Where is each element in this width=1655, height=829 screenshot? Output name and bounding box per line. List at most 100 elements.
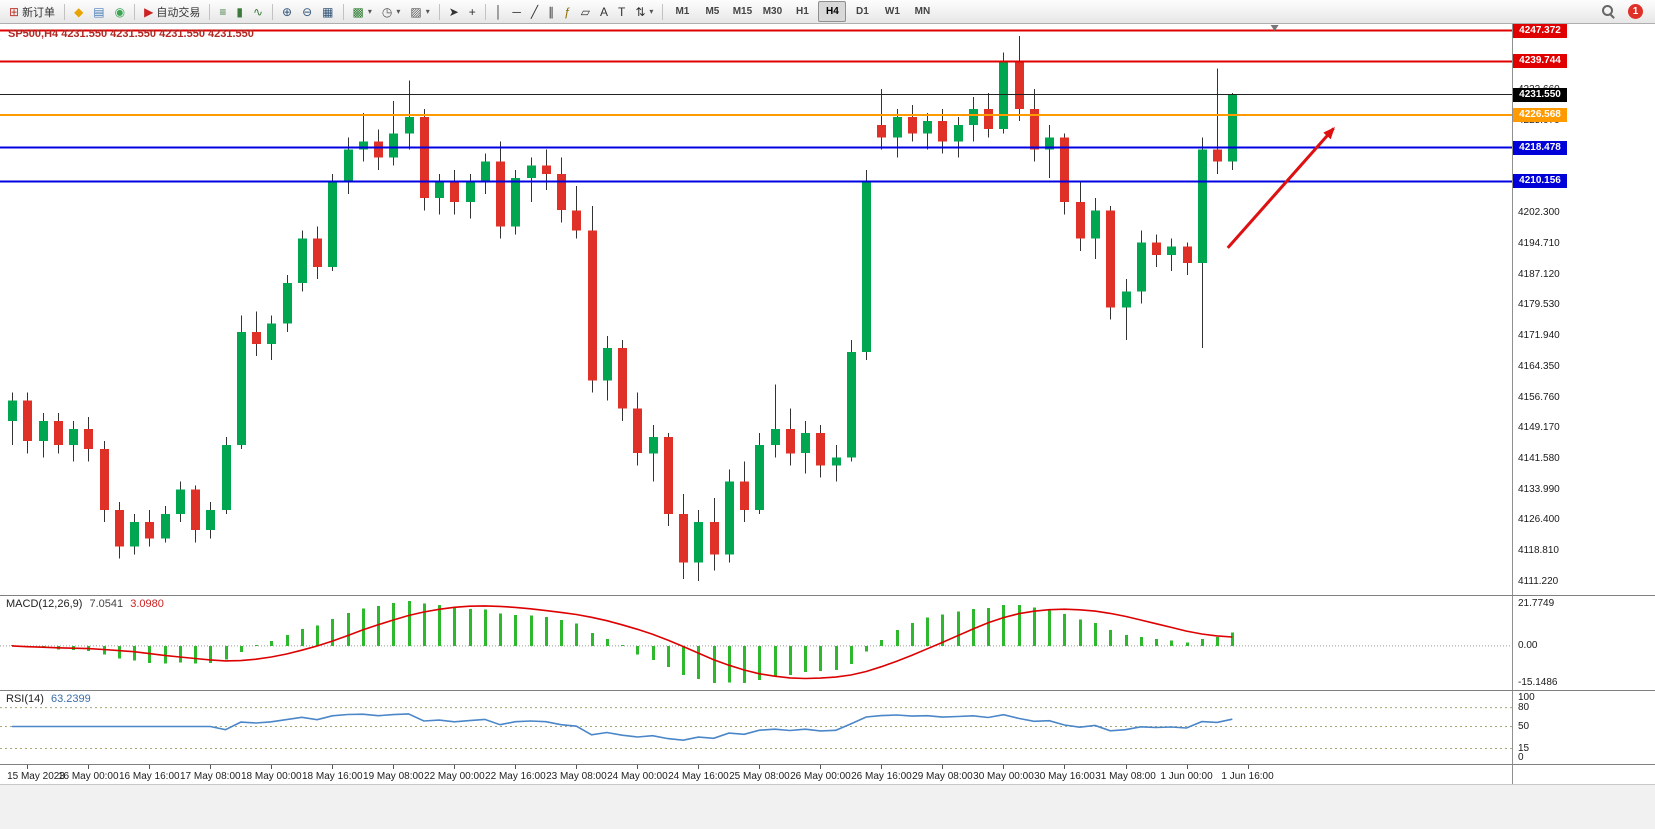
time-axis-label: 16 May 16:00 [118, 771, 180, 782]
vertical-line-button[interactable]: │ [491, 1, 507, 22]
toolbar-separator [209, 3, 211, 20]
tile-windows-button-icon: ▦ [322, 4, 334, 19]
price-scale-label: 4194.710 [1518, 237, 1560, 249]
notifications-badge[interactable]: 1 [1628, 4, 1643, 19]
equidistant-channel-button[interactable]: ∥ [544, 1, 558, 22]
line-chart-button[interactable]: ∿ [249, 1, 267, 22]
horizontal-level-lines[interactable] [0, 29, 1512, 183]
bar-chart-button[interactable]: ≡ [215, 1, 230, 22]
rsi-scale-label: 0 [1518, 752, 1524, 763]
chart-shift-marker[interactable] [1270, 25, 1279, 31]
periods-dropdown-caret-icon: ▾ [396, 7, 401, 16]
trend-arrow-annotation[interactable] [1226, 126, 1335, 249]
new-order-button[interactable]: ⊞ 新订单 [5, 1, 59, 22]
autotrading-button[interactable]: ▶ 自动交易 [140, 1, 204, 22]
rsi-name: RSI(14) [6, 693, 44, 705]
fibonacci-button-icon: ƒ [564, 4, 571, 19]
timeframe-button-h1[interactable]: H1 [796, 6, 809, 17]
time-axis-label: 1 Jun 00:00 [1160, 771, 1213, 782]
time-axis-tick [27, 765, 29, 769]
trendline-button[interactable]: ╱ [527, 1, 542, 22]
arrows-dropdown-icon: ⇅ [635, 4, 646, 19]
new-chart-dropdown[interactable]: ▩ ▾ [349, 1, 376, 22]
mql5-community-icon[interactable]: ◆ [70, 1, 87, 22]
toolbar-separator [342, 3, 344, 20]
search-icon[interactable] [1602, 4, 1616, 19]
text-button[interactable]: A [596, 1, 612, 22]
timeframe-button-h4[interactable]: H4 [818, 1, 847, 22]
rsi-panel[interactable]: RSI(14) 63.2399 100 80 50 15 0 [0, 691, 1655, 765]
pivot-line-price-badge[interactable]: 4226.568 [1513, 107, 1567, 122]
time-axis[interactable]: 15 May 2023 16 May 00:00 16 May 16:00 17 Ma… [0, 765, 1655, 785]
support-line-2-price-badge[interactable]: 4210.156 [1513, 174, 1567, 189]
timeframe-button-mn[interactable]: MN [914, 6, 931, 17]
horizontal-line-button[interactable]: ─ [508, 1, 525, 22]
time-axis-tick [1247, 765, 1249, 769]
timeframe-button-w1[interactable]: W1 [884, 6, 900, 17]
zoom-out-button[interactable]: ⊖ [298, 1, 316, 22]
arrows-dropdown[interactable]: ⇅ ▾ [631, 1, 657, 22]
rsi-scale-label: 80 [1518, 701, 1530, 713]
timeframe-button-m5[interactable]: M5 [705, 6, 720, 17]
user-profile-icon[interactable]: ▤ [89, 1, 108, 22]
macd-scale-max: 21.7749 [1518, 598, 1555, 609]
macd-label: MACD(12,26,9) 7.0541 3.0980 [6, 598, 164, 610]
shapes-button[interactable]: ▱ [577, 1, 594, 22]
window-bottom-area [0, 785, 1655, 829]
macd-signal-value: 3.0980 [130, 598, 164, 610]
scale-divider [1512, 24, 1513, 595]
zoom-out-button-icon: ⊖ [302, 4, 313, 19]
price-chart-plot[interactable] [0, 24, 1512, 595]
fibonacci-button[interactable]: ƒ [560, 1, 575, 22]
macd-scale-min: -15.1486 [1518, 677, 1558, 688]
resistance-line-1-price-badge[interactable]: 4247.372 [1513, 23, 1567, 38]
cursor-button[interactable]: ➤ [445, 1, 463, 22]
price-scale-label: 4202.300 [1518, 207, 1560, 219]
new-chart-dropdown-caret-icon: ▾ [367, 7, 372, 16]
toolbar-separator [662, 3, 664, 20]
line-chart-button-icon: ∿ [252, 4, 264, 19]
rsi-scale-label: 100 [1518, 692, 1535, 703]
toolbar-separator [484, 3, 486, 20]
price-scale-label: 4179.530 [1518, 299, 1560, 311]
chart-window: SP500,H4 4231.550 4231.550 4231.550 4231… [0, 23, 1655, 829]
help-icon[interactable]: ◉ [111, 1, 129, 22]
arrows-dropdown-caret-icon: ▾ [649, 7, 654, 16]
mql5-community-icon-icon: ◆ [74, 4, 84, 19]
label-button[interactable]: T [614, 1, 629, 22]
zoom-in-button[interactable]: ⊕ [278, 1, 296, 22]
support-line-1-price-badge[interactable]: 4218.478 [1513, 140, 1567, 155]
time-axis-tick [881, 765, 883, 769]
time-axis-label: 1 Jun 16:00 [1221, 771, 1274, 782]
resistance-line-2-price-badge[interactable]: 4239.744 [1513, 54, 1567, 69]
rsi-label: RSI(14) 63.2399 [6, 693, 91, 705]
timeframe-button-m1[interactable]: M1 [675, 6, 690, 17]
time-axis-tick [637, 765, 639, 769]
price-scale-label: 4187.120 [1518, 268, 1560, 280]
candlestick-chart-button-icon: ▮ [236, 4, 243, 19]
time-axis-tick [576, 765, 578, 769]
time-axis-label: 24 May 16:00 [668, 771, 729, 782]
help-icon-icon: ◉ [114, 4, 126, 19]
rsi-plot[interactable] [0, 691, 1512, 764]
templates-dropdown[interactable]: ▨ ▾ [406, 1, 433, 22]
timeframe-button-d1[interactable]: D1 [856, 6, 869, 17]
autotrading-button-icon: ▶ [144, 4, 154, 19]
periods-dropdown[interactable]: ◷ ▾ [378, 1, 405, 22]
tile-windows-button[interactable]: ▦ [318, 1, 337, 22]
time-axis-label: 19 May 08:00 [363, 771, 424, 782]
timeframe-button-m30[interactable]: M30 [762, 6, 783, 17]
time-axis-label: 17 May 08:00 [179, 771, 241, 782]
toolbar-separator [134, 3, 136, 20]
macd-plot[interactable] [0, 596, 1512, 690]
scale-divider [1512, 765, 1513, 784]
macd-histogram [11, 601, 1234, 683]
time-axis-label: 25 May 08:00 [729, 771, 790, 782]
text-button-icon: A [599, 4, 608, 19]
candlestick-chart-button[interactable]: ▮ [232, 1, 247, 22]
bid-line-price-badge[interactable]: 4231.550 [1513, 87, 1567, 102]
crosshair-button[interactable]: + [465, 1, 480, 22]
price-chart-panel[interactable]: SP500,H4 4231.550 4231.550 4231.550 4231… [0, 23, 1655, 596]
macd-panel[interactable]: MACD(12,26,9) 7.0541 3.0980 21.7749 0.00 -… [0, 596, 1655, 691]
timeframe-button-m15[interactable]: M15 [732, 6, 753, 17]
